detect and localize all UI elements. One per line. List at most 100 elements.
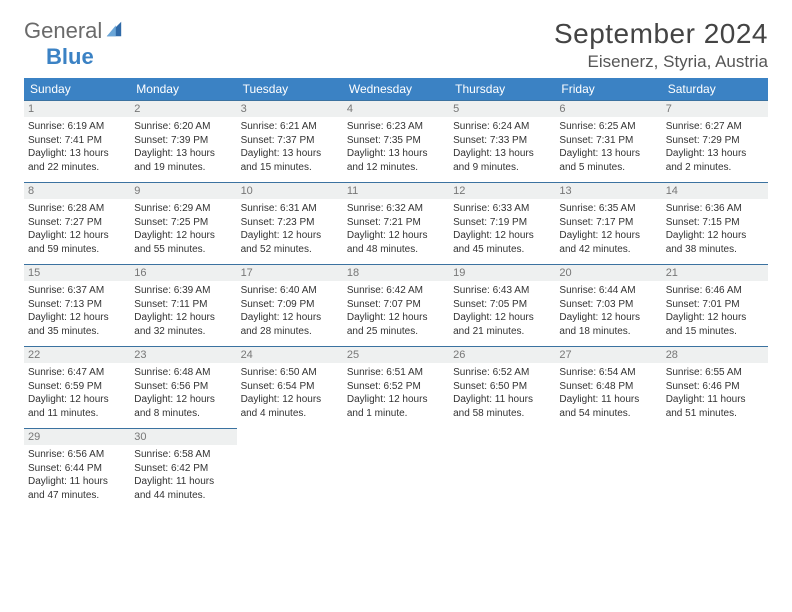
calendar-cell: 13Sunrise: 6:35 AMSunset: 7:17 PMDayligh… xyxy=(555,182,661,264)
logo-word2: Blue xyxy=(46,44,94,69)
calendar-cell: 16Sunrise: 6:39 AMSunset: 7:11 PMDayligh… xyxy=(130,264,236,346)
calendar-cell: 22Sunrise: 6:47 AMSunset: 6:59 PMDayligh… xyxy=(24,346,130,428)
day-number: 16 xyxy=(130,264,236,281)
day-info: Sunrise: 6:56 AMSunset: 6:44 PMDaylight:… xyxy=(24,445,130,502)
calendar-cell: 19Sunrise: 6:43 AMSunset: 7:05 PMDayligh… xyxy=(449,264,555,346)
calendar-cell: . xyxy=(449,428,555,510)
day-info: Sunrise: 6:46 AMSunset: 7:01 PMDaylight:… xyxy=(662,281,768,338)
logo-word1: General xyxy=(24,18,102,43)
day-number: 18 xyxy=(343,264,449,281)
day-info: Sunrise: 6:52 AMSunset: 6:50 PMDaylight:… xyxy=(449,363,555,420)
day-info: Sunrise: 6:32 AMSunset: 7:21 PMDaylight:… xyxy=(343,199,449,256)
day-number: 3 xyxy=(237,100,343,117)
day-info: Sunrise: 6:50 AMSunset: 6:54 PMDaylight:… xyxy=(237,363,343,420)
day-number: 1 xyxy=(24,100,130,117)
day-info: Sunrise: 6:25 AMSunset: 7:31 PMDaylight:… xyxy=(555,117,661,174)
calendar-cell: 29Sunrise: 6:56 AMSunset: 6:44 PMDayligh… xyxy=(24,428,130,510)
day-info: Sunrise: 6:44 AMSunset: 7:03 PMDaylight:… xyxy=(555,281,661,338)
calendar-cell: 21Sunrise: 6:46 AMSunset: 7:01 PMDayligh… xyxy=(662,264,768,346)
day-number: 2 xyxy=(130,100,236,117)
day-info: Sunrise: 6:40 AMSunset: 7:09 PMDaylight:… xyxy=(237,281,343,338)
day-number: 9 xyxy=(130,182,236,199)
calendar-cell: 30Sunrise: 6:58 AMSunset: 6:42 PMDayligh… xyxy=(130,428,236,510)
calendar-row: 29Sunrise: 6:56 AMSunset: 6:44 PMDayligh… xyxy=(24,428,768,510)
weekday-row: Sunday Monday Tuesday Wednesday Thursday… xyxy=(24,78,768,100)
day-number: 6 xyxy=(555,100,661,117)
logo: General Blue xyxy=(24,18,123,70)
day-number: 21 xyxy=(662,264,768,281)
weekday-header: Sunday xyxy=(24,78,130,100)
day-info: Sunrise: 6:35 AMSunset: 7:17 PMDaylight:… xyxy=(555,199,661,256)
day-number: 25 xyxy=(343,346,449,363)
calendar-cell: . xyxy=(555,428,661,510)
calendar-cell: . xyxy=(343,428,449,510)
calendar-cell: 6Sunrise: 6:25 AMSunset: 7:31 PMDaylight… xyxy=(555,100,661,182)
calendar-cell: 3Sunrise: 6:21 AMSunset: 7:37 PMDaylight… xyxy=(237,100,343,182)
day-info: Sunrise: 6:37 AMSunset: 7:13 PMDaylight:… xyxy=(24,281,130,338)
calendar-cell: 27Sunrise: 6:54 AMSunset: 6:48 PMDayligh… xyxy=(555,346,661,428)
calendar-row: 15Sunrise: 6:37 AMSunset: 7:13 PMDayligh… xyxy=(24,264,768,346)
day-number: 22 xyxy=(24,346,130,363)
day-number: 12 xyxy=(449,182,555,199)
day-number: 4 xyxy=(343,100,449,117)
day-number: 5 xyxy=(449,100,555,117)
day-number: 24 xyxy=(237,346,343,363)
day-number: 26 xyxy=(449,346,555,363)
calendar-cell: 25Sunrise: 6:51 AMSunset: 6:52 PMDayligh… xyxy=(343,346,449,428)
day-number: 29 xyxy=(24,428,130,445)
month-title: September 2024 xyxy=(554,18,768,50)
calendar-cell: 24Sunrise: 6:50 AMSunset: 6:54 PMDayligh… xyxy=(237,346,343,428)
day-info: Sunrise: 6:19 AMSunset: 7:41 PMDaylight:… xyxy=(24,117,130,174)
calendar-cell: 2Sunrise: 6:20 AMSunset: 7:39 PMDaylight… xyxy=(130,100,236,182)
day-info: Sunrise: 6:23 AMSunset: 7:35 PMDaylight:… xyxy=(343,117,449,174)
title-block: September 2024 Eisenerz, Styria, Austria xyxy=(554,18,768,72)
calendar-cell: 8Sunrise: 6:28 AMSunset: 7:27 PMDaylight… xyxy=(24,182,130,264)
day-number: 30 xyxy=(130,428,236,445)
calendar-cell: 11Sunrise: 6:32 AMSunset: 7:21 PMDayligh… xyxy=(343,182,449,264)
calendar-cell: 23Sunrise: 6:48 AMSunset: 6:56 PMDayligh… xyxy=(130,346,236,428)
weekday-header: Wednesday xyxy=(343,78,449,100)
day-info: Sunrise: 6:55 AMSunset: 6:46 PMDaylight:… xyxy=(662,363,768,420)
weekday-header: Tuesday xyxy=(237,78,343,100)
day-number: 7 xyxy=(662,100,768,117)
day-info: Sunrise: 6:42 AMSunset: 7:07 PMDaylight:… xyxy=(343,281,449,338)
day-info: Sunrise: 6:39 AMSunset: 7:11 PMDaylight:… xyxy=(130,281,236,338)
day-number: 11 xyxy=(343,182,449,199)
sail-icon xyxy=(105,18,123,36)
day-info: Sunrise: 6:54 AMSunset: 6:48 PMDaylight:… xyxy=(555,363,661,420)
day-info: Sunrise: 6:28 AMSunset: 7:27 PMDaylight:… xyxy=(24,199,130,256)
day-info: Sunrise: 6:51 AMSunset: 6:52 PMDaylight:… xyxy=(343,363,449,420)
day-info: Sunrise: 6:58 AMSunset: 6:42 PMDaylight:… xyxy=(130,445,236,502)
day-number: 20 xyxy=(555,264,661,281)
calendar-cell: 7Sunrise: 6:27 AMSunset: 7:29 PMDaylight… xyxy=(662,100,768,182)
day-info: Sunrise: 6:47 AMSunset: 6:59 PMDaylight:… xyxy=(24,363,130,420)
day-number: 27 xyxy=(555,346,661,363)
header: General Blue September 2024 Eisenerz, St… xyxy=(24,18,768,72)
day-info: Sunrise: 6:29 AMSunset: 7:25 PMDaylight:… xyxy=(130,199,236,256)
day-info: Sunrise: 6:21 AMSunset: 7:37 PMDaylight:… xyxy=(237,117,343,174)
calendar-cell: 28Sunrise: 6:55 AMSunset: 6:46 PMDayligh… xyxy=(662,346,768,428)
weekday-header: Friday xyxy=(555,78,661,100)
day-number: 28 xyxy=(662,346,768,363)
calendar-cell: . xyxy=(237,428,343,510)
day-number: 10 xyxy=(237,182,343,199)
calendar-row: 8Sunrise: 6:28 AMSunset: 7:27 PMDaylight… xyxy=(24,182,768,264)
day-info: Sunrise: 6:20 AMSunset: 7:39 PMDaylight:… xyxy=(130,117,236,174)
calendar-cell: 15Sunrise: 6:37 AMSunset: 7:13 PMDayligh… xyxy=(24,264,130,346)
calendar-row: 22Sunrise: 6:47 AMSunset: 6:59 PMDayligh… xyxy=(24,346,768,428)
calendar-cell: 1Sunrise: 6:19 AMSunset: 7:41 PMDaylight… xyxy=(24,100,130,182)
calendar-cell: 20Sunrise: 6:44 AMSunset: 7:03 PMDayligh… xyxy=(555,264,661,346)
calendar-cell: 4Sunrise: 6:23 AMSunset: 7:35 PMDaylight… xyxy=(343,100,449,182)
calendar-cell: 17Sunrise: 6:40 AMSunset: 7:09 PMDayligh… xyxy=(237,264,343,346)
day-info: Sunrise: 6:27 AMSunset: 7:29 PMDaylight:… xyxy=(662,117,768,174)
day-info: Sunrise: 6:33 AMSunset: 7:19 PMDaylight:… xyxy=(449,199,555,256)
weekday-header: Saturday xyxy=(662,78,768,100)
calendar-cell: 5Sunrise: 6:24 AMSunset: 7:33 PMDaylight… xyxy=(449,100,555,182)
day-number: 14 xyxy=(662,182,768,199)
day-number: 8 xyxy=(24,182,130,199)
day-info: Sunrise: 6:48 AMSunset: 6:56 PMDaylight:… xyxy=(130,363,236,420)
day-info: Sunrise: 6:43 AMSunset: 7:05 PMDaylight:… xyxy=(449,281,555,338)
day-info: Sunrise: 6:36 AMSunset: 7:15 PMDaylight:… xyxy=(662,199,768,256)
day-number: 23 xyxy=(130,346,236,363)
calendar-cell: 12Sunrise: 6:33 AMSunset: 7:19 PMDayligh… xyxy=(449,182,555,264)
